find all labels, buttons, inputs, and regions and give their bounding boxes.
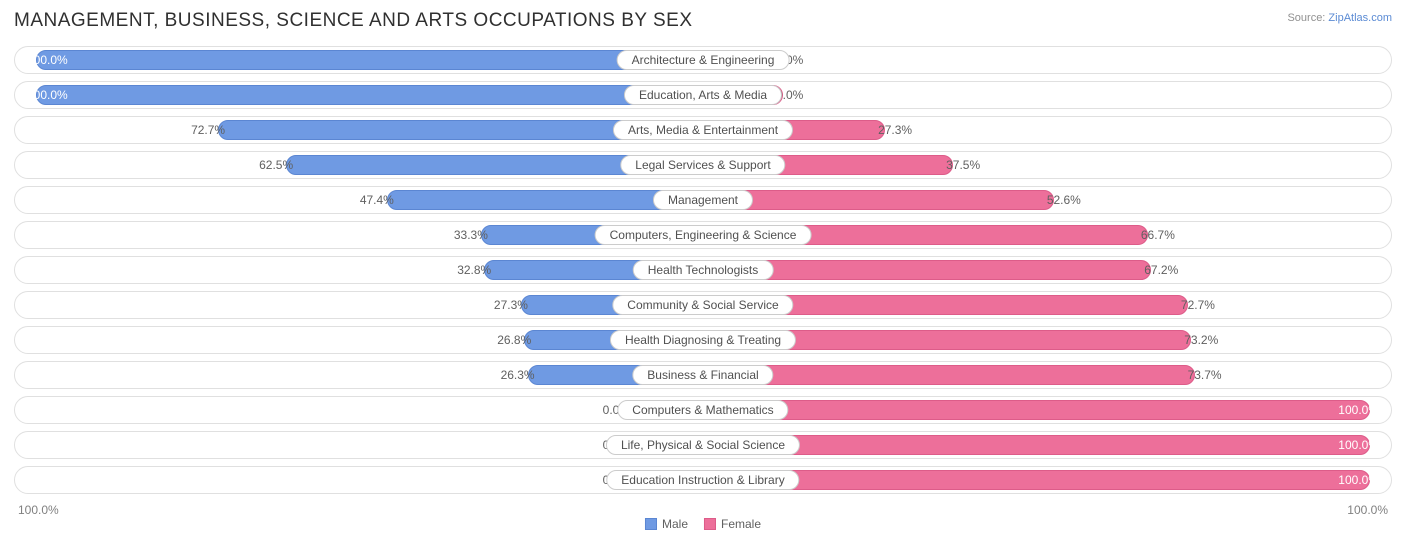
category-label: Management — [653, 190, 753, 210]
chart-area: 100.0%0.0%Architecture & Engineering100.… — [14, 46, 1392, 494]
chart-row: 100.0%0.0%Education, Arts & Media — [14, 81, 1392, 109]
female-bar — [703, 470, 1370, 490]
category-label: Architecture & Engineering — [617, 50, 790, 70]
female-value: 66.7% — [1141, 222, 1175, 250]
chart-title: MANAGEMENT, BUSINESS, SCIENCE AND ARTS O… — [14, 10, 693, 32]
chart-row: 72.7% 27.3% Arts, Media & Entertainment — [14, 116, 1392, 144]
category-label: Arts, Media & Entertainment — [613, 120, 793, 140]
chart-row: 33.3% 66.7% Computers, Engineering & Scien… — [14, 221, 1392, 249]
female-value: 52.6% — [1047, 187, 1081, 215]
male-value: 33.3% — [454, 222, 488, 250]
chart-row: 0.0%100.0%Education Instruction & Librar… — [14, 466, 1392, 494]
female-value: 72.7% — [1181, 292, 1215, 320]
category-label: Life, Physical & Social Science — [606, 435, 800, 455]
header: MANAGEMENT, BUSINESS, SCIENCE AND ARTS O… — [14, 10, 1392, 32]
male-value: 100.0% — [27, 82, 68, 110]
legend-male-label: Male — [662, 517, 688, 531]
male-swatch — [645, 518, 657, 530]
category-label: Education, Arts & Media — [624, 85, 782, 105]
chart-row: 27.3% 72.7% Community & Social Service — [14, 291, 1392, 319]
source-link[interactable]: ZipAtlas.com — [1328, 12, 1392, 24]
category-label: Computers, Engineering & Science — [595, 225, 812, 245]
chart-row: 26.8% 73.2% Health Diagnosing & Treating — [14, 326, 1392, 354]
category-label: Health Technologists — [633, 260, 774, 280]
female-value: 73.2% — [1184, 327, 1218, 355]
female-swatch — [704, 518, 716, 530]
female-value: 27.3% — [878, 117, 912, 145]
female-bar — [703, 190, 1054, 210]
axis-row: 100.0% 100.0% Male Female — [14, 501, 1392, 521]
chart-row: 62.5% 37.5% Legal Services & Support — [14, 151, 1392, 179]
female-value: 100.0% — [1338, 467, 1379, 495]
category-label: Education Instruction & Library — [606, 470, 799, 490]
x-axis: 100.0% 100.0% — [14, 501, 1392, 517]
male-bar — [36, 85, 703, 105]
legend-male: Male — [645, 517, 688, 531]
female-value: 100.0% — [1338, 397, 1379, 425]
chart-row: 0.0%100.0%Life, Physical & Social Scienc… — [14, 431, 1392, 459]
category-label: Community & Social Service — [612, 295, 793, 315]
female-value: 67.2% — [1144, 257, 1178, 285]
male-value: 100.0% — [27, 47, 68, 75]
category-label: Business & Financial — [632, 365, 773, 385]
legend-female-label: Female — [721, 517, 761, 531]
female-bar — [703, 365, 1195, 385]
chart-row: 32.8% 67.2% Health Technologists — [14, 256, 1392, 284]
axis-left-label: 100.0% — [18, 503, 59, 517]
female-bar — [703, 435, 1370, 455]
legend: Male Female — [645, 517, 761, 531]
chart-row: 26.3% 73.7% Business & Financial — [14, 361, 1392, 389]
axis-right-label: 100.0% — [1347, 503, 1388, 517]
male-value: 32.8% — [457, 257, 491, 285]
female-value: 100.0% — [1338, 432, 1379, 460]
male-bar — [36, 50, 703, 70]
female-value: 73.7% — [1188, 362, 1222, 390]
source-attribution: Source: ZipAtlas.com — [1287, 10, 1392, 24]
male-value: 47.4% — [360, 187, 394, 215]
male-value: 72.7% — [191, 117, 225, 145]
chart-row: 100.0%0.0%Architecture & Engineering — [14, 46, 1392, 74]
source-prefix: Source: — [1287, 12, 1328, 24]
male-value: 26.8% — [497, 327, 531, 355]
legend-female: Female — [704, 517, 761, 531]
male-value: 62.5% — [259, 152, 293, 180]
male-value: 27.3% — [494, 292, 528, 320]
female-value: 37.5% — [946, 152, 980, 180]
male-value: 26.3% — [501, 362, 535, 390]
female-bar — [703, 400, 1370, 420]
category-label: Legal Services & Support — [620, 155, 785, 175]
chart-row: 0.0%100.0%Computers & Mathematics — [14, 396, 1392, 424]
chart-row: 47.4% 52.6% Management — [14, 186, 1392, 214]
chart-container: MANAGEMENT, BUSINESS, SCIENCE AND ARTS O… — [0, 0, 1406, 558]
category-label: Computers & Mathematics — [617, 400, 788, 420]
category-label: Health Diagnosing & Treating — [610, 330, 796, 350]
